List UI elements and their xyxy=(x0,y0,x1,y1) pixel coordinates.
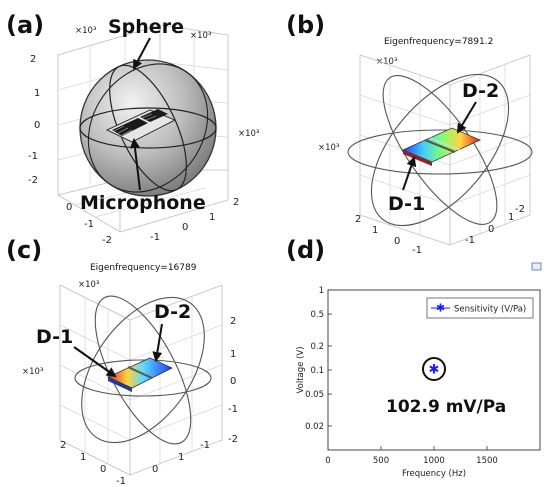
panel-c-d1-arrow xyxy=(73,346,117,378)
y-axis-label: Voltage (V) xyxy=(296,346,306,393)
y-axis-ticks: 1 0.5 0.2 0.1 0.05 0.02 xyxy=(305,286,332,432)
panel-a-z-tick: 1 xyxy=(34,88,40,99)
panel-a-z-tick: 0 xyxy=(34,120,40,131)
panel-a-x-tick: -1 xyxy=(84,219,94,230)
panel-d: (d) 0 500 1000 1500 1 0.5 0.2 0.1 0.05 0.02 Freq… xyxy=(286,236,542,479)
x-tick-label: 1500 xyxy=(476,456,498,466)
panel-c-y-tick: -1 xyxy=(200,440,210,451)
panel-a-y-tick: 0 xyxy=(182,222,188,233)
panel-a: (a) ×10³ ×10³ ×10³ 2 1 0 -1 -2 0 -1 -2 2… xyxy=(6,11,259,246)
panel-a-z-tick: -1 xyxy=(28,151,38,162)
panel-c: (c) Eigenfrequency=16789 ×10³ ×10³ D-1 D… xyxy=(6,236,238,487)
panel-a-z-tick: 2 xyxy=(30,54,36,65)
panel-c-multiplier-x: ×10³ xyxy=(22,367,43,377)
y-tick-label: 0.05 xyxy=(305,390,324,400)
panel-c-z-tick: -2 xyxy=(228,434,238,445)
panel-c-d2-label: D-2 xyxy=(154,301,191,323)
panel-c-d2-arrow xyxy=(152,323,163,362)
panel-a-multiplier-z: ×10³ xyxy=(75,26,96,36)
panel-c-z-tick: 0 xyxy=(230,376,236,387)
sphere-label: Sphere xyxy=(108,16,184,38)
panel-a-z-tick: -2 xyxy=(28,175,38,186)
panel-b-y-tick: 1 xyxy=(372,225,378,236)
panel-b-d2-arrow xyxy=(456,101,477,134)
panel-a-y-tick: -1 xyxy=(150,232,160,243)
panel-b-y-tick: -1 xyxy=(412,245,422,256)
panel-c-x-tick: 1 xyxy=(80,452,86,463)
panel-b-x-tick: 1 xyxy=(508,212,514,223)
microphone-arrow xyxy=(129,138,141,191)
panel-c-z-tick: -1 xyxy=(228,404,238,415)
panel-c-d1-label: D-1 xyxy=(36,326,73,348)
sensitivity-annotation: 102.9 mV/Pa xyxy=(386,397,506,417)
y-tick-label: 0.1 xyxy=(310,366,324,376)
panel-b-d2-label: D-2 xyxy=(462,80,499,102)
panel-c-mode-shape xyxy=(74,295,212,445)
panel-b-y-tick: -2 xyxy=(515,204,525,215)
panel-c-eigenfrequency: Eigenfrequency=16789 xyxy=(90,263,197,273)
x-axis-label: Frequency (Hz) xyxy=(402,469,466,479)
sensitivity-chart: 0 500 1000 1500 1 0.5 0.2 0.1 0.05 0.02 Frequenc… xyxy=(296,286,541,479)
panel-a-y-tick: 2 xyxy=(233,197,239,208)
panel-label-c: (c) xyxy=(6,236,42,264)
panel-b-eigenfrequency: Eigenfrequency=7891.2 xyxy=(384,37,493,47)
panel-a-x-tick: -2 xyxy=(102,235,112,246)
legend: ✱ Sensitivity (V/Pa) xyxy=(426,297,534,319)
legend-box xyxy=(426,297,534,319)
panel-c-y-tick: 0 xyxy=(152,464,158,475)
data-point-marker: ✱ xyxy=(429,363,440,378)
export-icon[interactable] xyxy=(531,262,542,271)
y-tick-label: 0.5 xyxy=(310,310,324,320)
panel-b-x-tick: 0 xyxy=(488,224,494,235)
panel-c-z-tick: 2 xyxy=(230,316,236,327)
panel-b-multiplier-y: ×10³ xyxy=(376,57,397,67)
panel-b-d1-label: D-1 xyxy=(388,193,425,215)
panel-b-x-tick: -1 xyxy=(465,235,475,246)
panel-c-x-tick: 0 xyxy=(100,464,106,475)
x-tick-label: 0 xyxy=(325,456,330,466)
legend-marker-icon: ✱ xyxy=(436,302,445,315)
panel-a-x-tick: 0 xyxy=(66,202,72,213)
highlight-circle xyxy=(422,357,446,382)
panel-label-b: (b) xyxy=(286,11,325,39)
x-tick-label: 500 xyxy=(373,456,389,466)
x-axis-ticks: 0 500 1000 1500 xyxy=(325,446,498,466)
microphone-chip xyxy=(105,109,177,143)
sphere-arrow xyxy=(133,37,151,70)
panel-c-multiplier-y: ×10³ xyxy=(78,280,99,290)
panel-b-y-tick: 0 xyxy=(394,236,400,247)
panel-c-x-tick: -1 xyxy=(116,476,126,487)
y-tick-label: 1 xyxy=(319,286,324,296)
y-tick-label: 0.2 xyxy=(310,342,324,352)
panel-b-y-tick: 2 xyxy=(355,214,361,225)
panel-b-mode-shape xyxy=(347,73,533,227)
legend-label: Sensitivity (V/Pa) xyxy=(454,305,526,315)
panel-c-y-tick: 1 xyxy=(178,452,184,463)
x-tick-label: 1000 xyxy=(423,456,445,466)
panel-a-multiplier-y: ×10³ xyxy=(190,31,211,41)
panel-b-multiplier-x: ×10³ xyxy=(318,143,339,153)
panel-b-d1-arrow xyxy=(402,156,417,191)
panel-label-d: (d) xyxy=(286,236,325,264)
panel-a-y-tick: 1 xyxy=(209,212,215,223)
y-tick-label: 0.02 xyxy=(305,422,324,432)
microphone-label: Microphone xyxy=(80,192,206,214)
panel-c-x-tick: 2 xyxy=(60,440,66,451)
panel-label-a: (a) xyxy=(6,11,44,39)
panel-a-multiplier-x: ×10³ xyxy=(238,129,259,139)
data-points: ✱ xyxy=(422,357,446,382)
panel-c-z-tick: 1 xyxy=(230,349,236,360)
panel-b: (b) Eigenfrequency=7891.2 ×10³ ×10³ D-2 … xyxy=(286,11,533,256)
